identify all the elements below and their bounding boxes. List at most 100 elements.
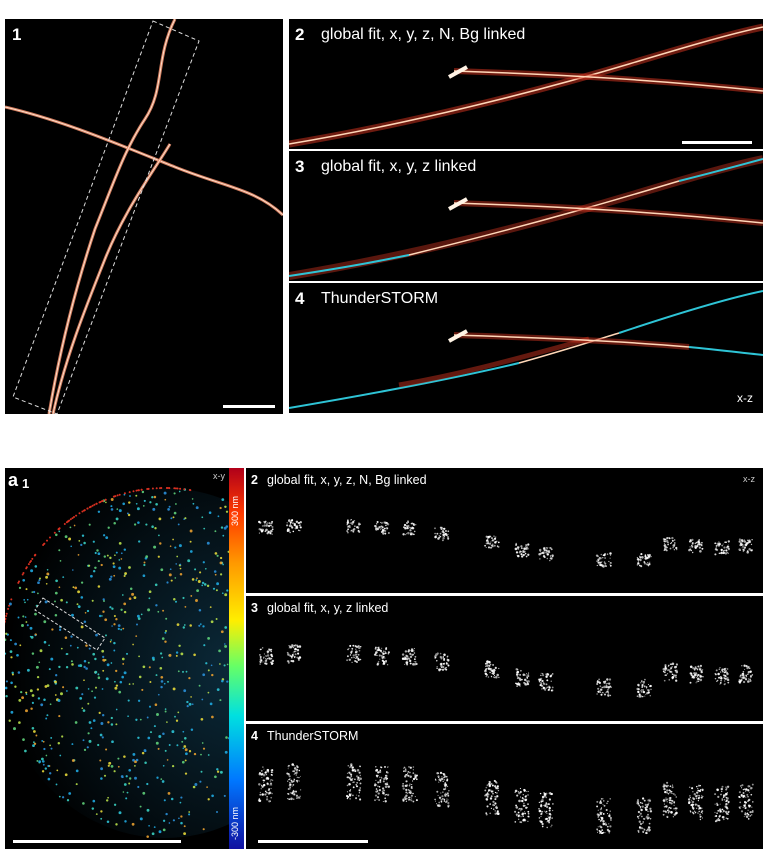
xz-localization-dot	[727, 803, 729, 805]
xz-localization-dot	[545, 796, 548, 799]
xz-localization-dot	[485, 798, 489, 801]
xz-localization-dot	[527, 803, 529, 805]
xz-localization-dot	[695, 676, 697, 679]
xz-localization-dot	[403, 523, 407, 527]
xz-localization-dot	[609, 798, 611, 800]
xz-localization-dot	[375, 790, 378, 793]
xz-localization-dot	[722, 674, 725, 677]
xz-localization-dot	[642, 690, 646, 694]
xz-localization-dot	[383, 778, 386, 780]
xz-localization-dot	[548, 551, 551, 554]
rim-dot	[132, 490, 135, 493]
localization-dot	[220, 526, 224, 529]
localization-dot	[133, 764, 136, 767]
localization-dot	[100, 563, 103, 567]
xz-localization-dot	[350, 773, 353, 776]
localization-dot	[153, 545, 157, 549]
localization-dot	[142, 665, 146, 669]
xz-localization-dot	[719, 552, 721, 555]
xz-localization-dot	[597, 816, 599, 818]
localization-dot	[11, 671, 14, 675]
xz-localization-dot	[670, 663, 672, 666]
xz-localization-dot	[288, 764, 290, 767]
xz-localization-dot	[260, 788, 262, 790]
localization-dot	[175, 563, 178, 565]
xz-localization-dot	[662, 667, 666, 671]
xz-localization-dot	[443, 664, 445, 666]
xz-localization-dot	[746, 551, 749, 554]
xz-localization-dot	[495, 797, 497, 799]
localization-dot	[214, 530, 217, 533]
localization-dot	[158, 534, 160, 537]
localization-dot	[94, 657, 97, 661]
localization-dot	[80, 596, 84, 599]
xz-localization-dot	[270, 522, 273, 525]
localization-dot	[147, 736, 151, 740]
xz-localization-dot	[258, 771, 262, 775]
xz-localization-dot	[495, 788, 497, 790]
xz-localization-dot	[380, 766, 383, 769]
localization-dot	[162, 609, 165, 612]
xz-localization-dot	[402, 533, 405, 536]
xz-localization-dot	[696, 680, 699, 683]
localization-dot	[111, 607, 114, 610]
localization-dot	[19, 644, 22, 647]
xz-localization-dot	[670, 542, 673, 544]
xz-localization-dot	[259, 793, 262, 796]
xz-localization-dot	[291, 763, 294, 766]
localization-dot	[203, 583, 207, 586]
xz-localization-dot	[674, 539, 676, 541]
xz-localization-dot	[348, 526, 351, 529]
xz-localization-dot	[409, 655, 413, 659]
xz-localization-dot	[514, 821, 517, 823]
xz-localization-dot	[723, 667, 726, 671]
localization-dot	[164, 710, 167, 713]
localization-dot	[103, 774, 107, 777]
localization-dot	[94, 551, 97, 555]
xz-localization-dot	[647, 561, 649, 564]
xz-localization-dot	[355, 655, 359, 659]
localization-dot	[33, 730, 36, 733]
localization-dot	[188, 702, 192, 706]
xz-localization-dot	[495, 806, 498, 810]
localization-dot	[141, 751, 145, 755]
xz-localization-dot	[359, 777, 362, 780]
localization-dot	[193, 653, 196, 657]
xz-localization-dot	[516, 670, 520, 674]
localization-dot	[58, 549, 61, 552]
localization-dot	[105, 799, 109, 802]
panel-1-xy-overview: 1	[5, 19, 283, 414]
xz-localization-dot	[727, 548, 730, 551]
rim-dot	[167, 487, 170, 489]
localization-dot	[59, 560, 62, 562]
xz-localization-dot	[667, 784, 669, 786]
localization-dot	[181, 760, 185, 764]
xz-localization-dot	[596, 682, 599, 686]
xz-localization-dot	[407, 774, 410, 777]
localization-dot	[174, 600, 178, 603]
localization-dot	[79, 697, 83, 700]
xz-localization-dot	[540, 810, 543, 813]
xz-localization-dot	[403, 767, 405, 770]
xz-localization-dot	[644, 806, 647, 809]
xz-localization-dot	[353, 768, 356, 771]
xz-localization-dot	[688, 801, 691, 804]
xz-localization-dot	[349, 766, 351, 769]
xz-localization-dot	[667, 665, 669, 667]
localization-dot	[75, 686, 79, 690]
localization-dot	[74, 721, 78, 724]
localization-dot	[198, 684, 201, 687]
xz-localization-dot	[517, 811, 520, 814]
xz-localization-dot	[489, 797, 493, 800]
xz-localization-dot	[742, 545, 744, 548]
xz-localization-dot	[292, 789, 295, 792]
xz-localization-dot	[596, 805, 599, 808]
xz-localization-dot	[746, 539, 749, 542]
localization-dot	[16, 653, 19, 657]
xz-localization-dot	[413, 533, 415, 536]
xz-localization-dot	[551, 809, 554, 812]
localization-dot	[20, 690, 23, 694]
xz-localization-dot	[716, 803, 719, 807]
xz-localization-dot	[382, 663, 384, 665]
xz-localization-dot	[542, 682, 545, 684]
